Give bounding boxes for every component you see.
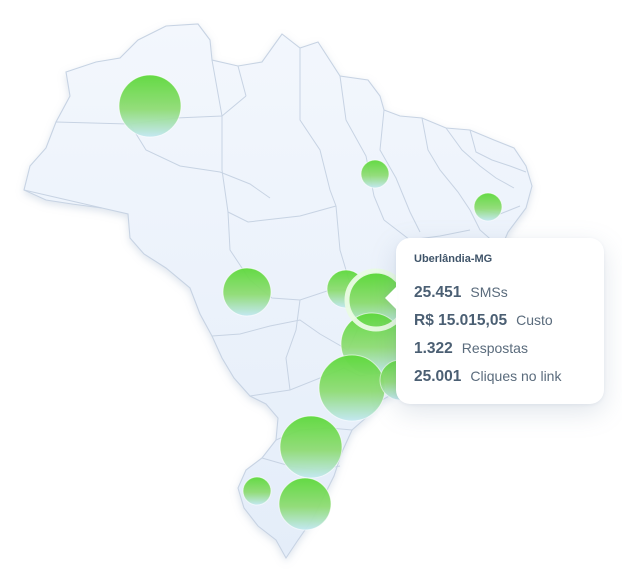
- metric-cost: R$ 15.015,05 Custo: [414, 312, 553, 330]
- metric-clicks-value: 25.001: [414, 368, 462, 385]
- bubble-nordeste-pe[interactable]: [473, 192, 503, 222]
- metric-sms-label: SMSs: [470, 284, 508, 300]
- bubble-nordeste-pi[interactable]: [360, 159, 390, 189]
- metric-clicks: 25.001 Cliques no link: [414, 368, 561, 386]
- tooltip-pointer: [385, 286, 397, 310]
- metric-cost-label: Custo: [516, 312, 553, 328]
- bubble-centro-oeste-mt[interactable]: [222, 267, 272, 317]
- location-tooltip: Uberlândia-MG 25.451 SMSs R$ 15.015,05 Cus…: [385, 238, 604, 404]
- metric-responses-value: 1.322: [414, 340, 453, 357]
- metric-clicks-label: Cliques no link: [470, 368, 562, 384]
- country-outline: [23, 23, 533, 560]
- bubble-sul-rs-oeste[interactable]: [242, 476, 272, 506]
- bubble-norte-am[interactable]: [118, 74, 182, 138]
- metric-cost-value: R$ 15.015,05: [414, 312, 508, 329]
- bubble-sul-pr[interactable]: [279, 415, 343, 479]
- bubble-sul-rs[interactable]: [278, 477, 332, 531]
- metric-sms: 25.451 SMSs: [414, 284, 508, 302]
- metric-responses-label: Respostas: [461, 340, 528, 356]
- bubble-sudeste-sp[interactable]: [318, 354, 386, 422]
- metric-sms-value: 25.451: [414, 284, 462, 301]
- metric-responses: 1.322 Respostas: [414, 340, 528, 358]
- tooltip-title: Uberlândia-MG: [414, 253, 493, 265]
